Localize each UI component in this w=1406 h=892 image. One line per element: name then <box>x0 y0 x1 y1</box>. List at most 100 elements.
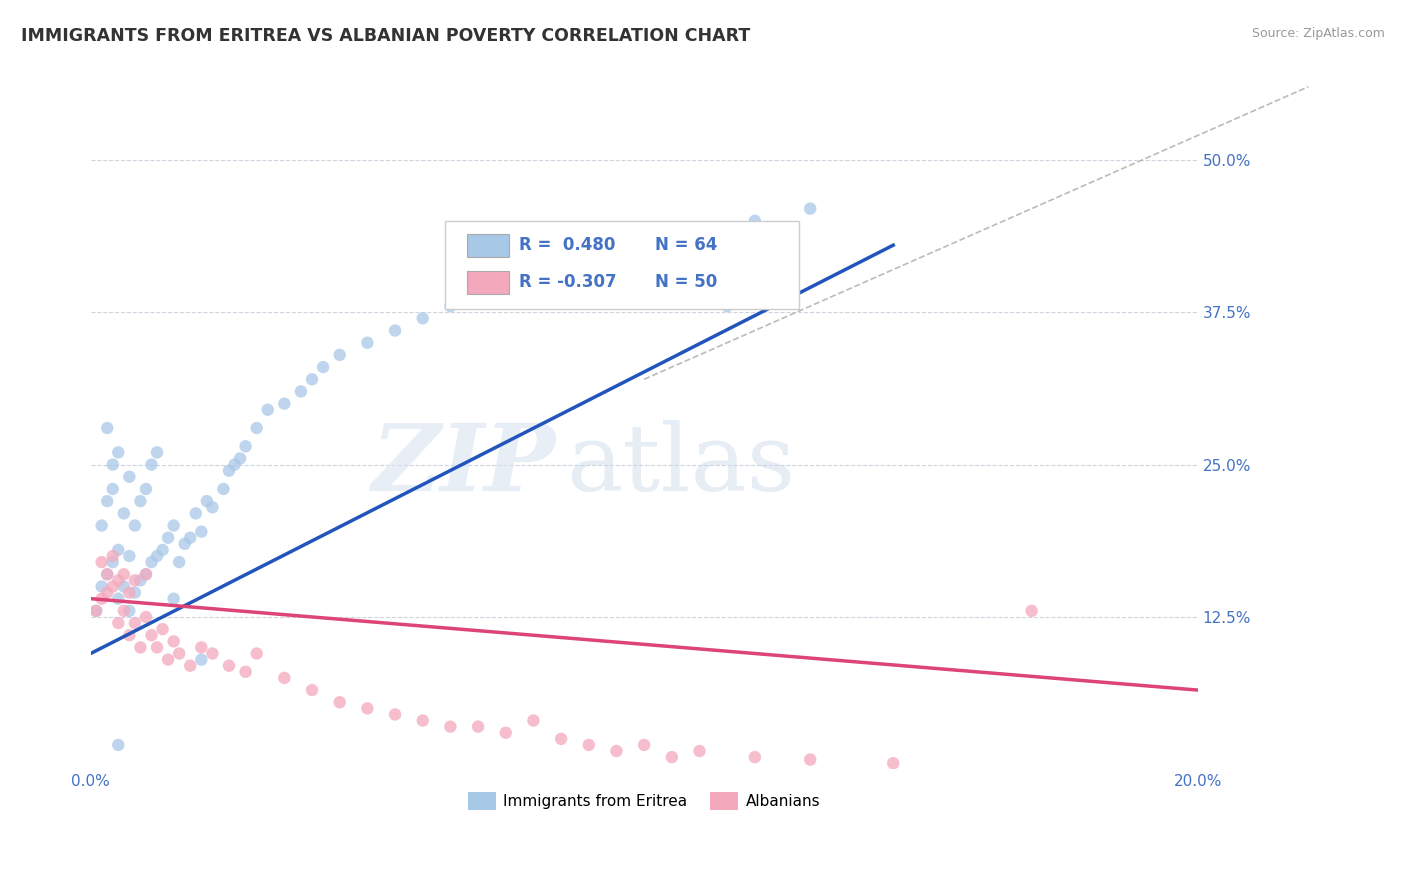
Point <box>273 671 295 685</box>
Point <box>141 458 163 472</box>
Point <box>218 464 240 478</box>
Point <box>167 555 190 569</box>
Point <box>163 591 186 606</box>
Point <box>578 738 600 752</box>
Point <box>467 720 489 734</box>
Point <box>84 604 107 618</box>
Text: IMMIGRANTS FROM ERITREA VS ALBANIAN POVERTY CORRELATION CHART: IMMIGRANTS FROM ERITREA VS ALBANIAN POVE… <box>21 27 751 45</box>
Point <box>201 647 224 661</box>
Point <box>96 421 118 435</box>
Point <box>356 335 378 350</box>
Point <box>522 275 544 289</box>
Point <box>229 451 252 466</box>
Point <box>744 214 766 228</box>
Point <box>550 731 572 746</box>
Point <box>329 695 352 709</box>
Point <box>152 622 174 636</box>
Point <box>212 482 235 496</box>
Point <box>195 494 218 508</box>
Point <box>467 287 489 301</box>
Point <box>173 537 195 551</box>
Point <box>107 542 129 557</box>
Point <box>146 640 169 655</box>
Point <box>118 604 141 618</box>
Point <box>384 707 406 722</box>
Point <box>799 753 821 767</box>
Point <box>235 439 257 453</box>
Point <box>96 585 118 599</box>
Point <box>107 738 129 752</box>
Point <box>90 518 112 533</box>
Point <box>290 384 312 399</box>
Point <box>799 202 821 216</box>
Point <box>246 421 269 435</box>
Text: R =  0.480: R = 0.480 <box>519 236 616 254</box>
Point <box>256 402 278 417</box>
Point <box>96 567 118 582</box>
Point <box>118 585 141 599</box>
Point <box>107 445 129 459</box>
Point <box>689 744 711 758</box>
Point <box>107 574 129 588</box>
Point <box>90 591 112 606</box>
Point <box>101 555 124 569</box>
Point <box>522 714 544 728</box>
Point <box>235 665 257 679</box>
Point <box>101 549 124 563</box>
Point <box>112 579 135 593</box>
Point <box>273 397 295 411</box>
Point <box>101 579 124 593</box>
Point <box>605 744 627 758</box>
Point <box>882 756 904 771</box>
Point <box>190 652 212 666</box>
Point <box>141 555 163 569</box>
Point <box>107 591 129 606</box>
Point <box>246 647 269 661</box>
Point <box>439 299 461 313</box>
Point <box>112 604 135 618</box>
FancyBboxPatch shape <box>444 221 799 310</box>
Point <box>84 604 107 618</box>
Text: R = -0.307: R = -0.307 <box>519 273 617 291</box>
Point <box>329 348 352 362</box>
Point <box>101 458 124 472</box>
Point <box>96 494 118 508</box>
Point <box>689 226 711 240</box>
Point <box>124 574 146 588</box>
Point <box>184 506 207 520</box>
Point <box>163 634 186 648</box>
Text: N = 64: N = 64 <box>655 236 717 254</box>
Point <box>224 458 246 472</box>
Point <box>412 714 434 728</box>
FancyBboxPatch shape <box>467 235 509 258</box>
Point <box>301 683 323 698</box>
Point <box>218 658 240 673</box>
Legend: Immigrants from Eritrea, Albanians: Immigrants from Eritrea, Albanians <box>463 786 827 816</box>
Point <box>633 738 655 752</box>
Point <box>135 482 157 496</box>
Point <box>163 518 186 533</box>
Text: ZIP: ZIP <box>371 419 555 509</box>
Point <box>190 640 212 655</box>
Point <box>118 549 141 563</box>
Point <box>439 720 461 734</box>
Point <box>661 750 683 764</box>
Point <box>146 445 169 459</box>
Text: atlas: atlas <box>567 419 796 509</box>
Text: N = 50: N = 50 <box>655 273 717 291</box>
Point <box>412 311 434 326</box>
Point <box>312 360 335 375</box>
Point <box>90 555 112 569</box>
Point <box>124 615 146 630</box>
Point <box>167 647 190 661</box>
Point <box>495 725 517 739</box>
Point <box>124 518 146 533</box>
Point <box>118 469 141 483</box>
Point <box>135 610 157 624</box>
Point <box>124 585 146 599</box>
Point <box>141 628 163 642</box>
Point <box>179 531 201 545</box>
Point <box>118 628 141 642</box>
Point <box>135 567 157 582</box>
Point <box>129 494 152 508</box>
